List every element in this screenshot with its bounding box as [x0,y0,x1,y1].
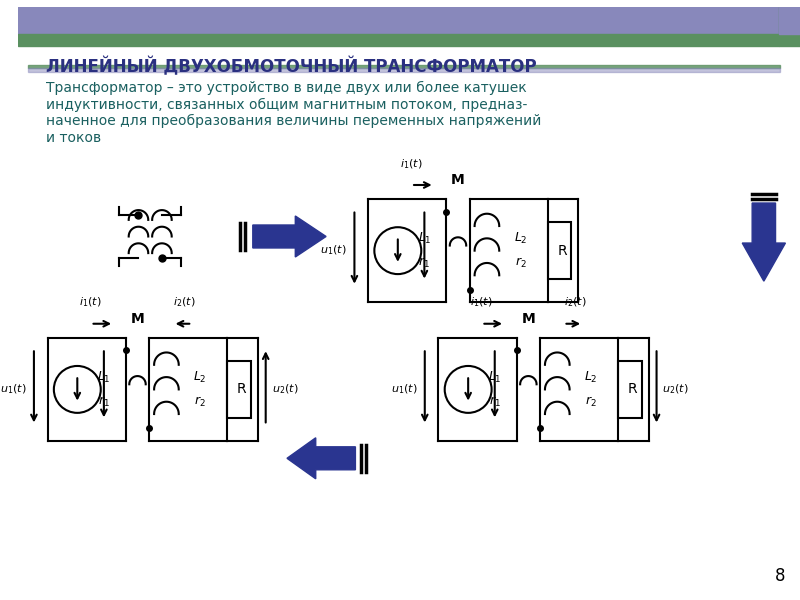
Text: R: R [237,382,246,397]
Text: Трансформатор – это устройство в виде двух или более катушек: Трансформатор – это устройство в виде дв… [46,81,526,95]
Text: R: R [557,244,566,257]
Polygon shape [287,438,355,479]
Text: $L_2$: $L_2$ [194,370,207,385]
Text: M: M [522,312,535,326]
Polygon shape [253,216,326,257]
Text: $i_1(t)$: $i_1(t)$ [470,296,493,310]
Bar [28,68,781,73]
Bar [28,65,781,68]
Text: $r_2$: $r_2$ [514,256,526,270]
Text: наченное для преобразования величины переменных напряжений: наченное для преобразования величины пер… [46,115,541,128]
Text: $u_1(t)$: $u_1(t)$ [320,244,346,257]
Text: $u_1(t)$: $u_1(t)$ [390,383,417,396]
Text: $L_1$: $L_1$ [488,370,502,385]
Text: $i_2(t)$: $i_2(t)$ [173,296,196,310]
Text: индуктивности, связанных общим магнитным потоком, предназ-: индуктивности, связанных общим магнитным… [46,98,527,112]
Bar [18,7,778,34]
Text: $L_1$: $L_1$ [97,370,110,385]
Text: $i_2(t)$: $i_2(t)$ [564,296,586,310]
Text: $u_2(t)$: $u_2(t)$ [662,383,689,396]
Text: и токов: и токов [46,131,101,145]
Text: $r_1$: $r_1$ [418,256,430,270]
Bar [227,361,251,418]
Text: $r_1$: $r_1$ [98,395,110,409]
Text: $i_1(t)$: $i_1(t)$ [400,157,422,170]
Text: $u_1(t)$: $u_1(t)$ [0,383,26,396]
Text: $r_2$: $r_2$ [585,395,597,409]
Text: $L_1$: $L_1$ [418,231,431,246]
Text: $L_2$: $L_2$ [584,370,598,385]
Text: ЛИНЕЙНЫЙ ДВУХОБМОТОЧНЫЙ ТРАНСФОРМАТОР: ЛИНЕЙНЫЙ ДВУХОБМОТОЧНЫЙ ТРАНСФОРМАТОР [46,56,536,76]
Text: M: M [130,312,144,326]
Text: M: M [451,173,465,187]
Bar [778,7,800,34]
Bar [778,7,800,46]
Text: $r_2$: $r_2$ [194,395,206,409]
Bar [548,223,571,279]
Bar [18,34,778,46]
Text: R: R [627,382,637,397]
Text: $u_2(t)$: $u_2(t)$ [271,383,298,396]
Polygon shape [742,203,786,281]
Bar [618,361,642,418]
Text: $i_1(t)$: $i_1(t)$ [79,296,102,310]
Text: $r_1$: $r_1$ [489,395,501,409]
Text: $L_2$: $L_2$ [514,231,527,246]
Text: 8: 8 [775,568,786,586]
